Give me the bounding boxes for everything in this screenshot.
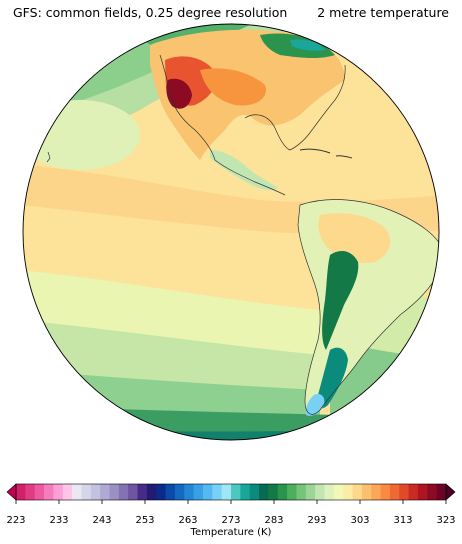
colorbar-segment: [193, 484, 204, 500]
colorbar-segment: [184, 484, 195, 500]
colorbar-segment: [240, 484, 251, 500]
colorbar-segment: [72, 484, 82, 500]
globe-outline: [22, 23, 440, 441]
colorbar-tick-label: 223: [6, 515, 26, 526]
south-america-coastline: [297, 199, 439, 415]
hawaii-coastline: [46, 151, 51, 163]
colorbar-segment: [427, 484, 438, 500]
map-title-left: GFS: common fields, 0.25 degree resoluti…: [13, 5, 288, 20]
colorbar-segment: [399, 484, 410, 500]
colorbar: [6, 483, 456, 504]
colorbar-segments: [16, 484, 447, 500]
colorbar-segment: [137, 484, 148, 500]
colorbar-segment: [333, 484, 344, 500]
colorbar-segment: [90, 484, 101, 500]
colorbar-segment: [268, 484, 279, 500]
colorbar-tick-label: 313: [393, 515, 413, 526]
amazon-warm: [318, 213, 391, 264]
colorbar-segment: [53, 484, 64, 500]
colorbar-segment: [221, 484, 232, 500]
colorbar-frame: [15, 483, 447, 501]
hudson-cold: [290, 39, 325, 51]
colorbar-segment: [44, 484, 54, 500]
colorbar-segment: [128, 484, 138, 500]
colorbar-tick-label: 263: [178, 515, 198, 526]
colorbar-segment: [371, 484, 381, 500]
globe-map: [22, 23, 440, 441]
colorbar-segment: [174, 484, 185, 500]
colorbar-tick-label: 293: [307, 515, 327, 526]
colorbar-segment: [202, 484, 213, 500]
central-us-warm: [200, 68, 266, 106]
colorbar-segment: [231, 484, 241, 500]
colorbar-segment: [146, 484, 157, 500]
colorbar-segment: [277, 484, 288, 500]
colorbar-segment: [62, 484, 73, 500]
andes-cold-strip: [322, 250, 359, 350]
colorbar-segment: [380, 484, 391, 500]
colorbar-segment: [436, 484, 447, 500]
colorbar-segment: [296, 484, 307, 500]
colorbar-segment: [389, 484, 400, 500]
colorbar-segment: [165, 484, 176, 500]
colorbar-segment: [352, 484, 363, 500]
map-title-right: 2 metre temperature: [317, 5, 449, 20]
colorbar-extend-low: [6, 483, 17, 501]
colorbar-segment: [249, 484, 260, 500]
colorbar-tick-label: 323: [436, 515, 456, 526]
colorbar-segment: [315, 484, 325, 500]
colorbar-segment: [324, 484, 335, 500]
colorbar-segment: [16, 484, 26, 500]
colorbar-segment: [25, 484, 36, 500]
colorbar-segment: [109, 484, 120, 500]
colorbar-segment: [212, 484, 223, 500]
gulf-atlantic-coastline: [244, 64, 346, 151]
antarctic-edge: [23, 430, 380, 440]
pacific-coastline-north: [159, 54, 286, 196]
colorbar-segment: [361, 484, 372, 500]
colorbar-tick-label: 253: [135, 515, 155, 526]
colorbar-segment: [118, 484, 129, 500]
colorbar-segment: [100, 484, 110, 500]
colorbar-tick-label: 303: [350, 515, 370, 526]
colorbar-tick-label: 273: [221, 515, 241, 526]
central-america-land: [210, 150, 278, 191]
colorbar-segment: [305, 484, 316, 500]
colorbar-extend-high: [445, 483, 456, 501]
patagonia-cold: [317, 347, 348, 409]
colorbar-label: Temperature (K): [190, 527, 272, 538]
colorbar-segment: [408, 484, 419, 500]
colorbar-segment: [287, 484, 297, 500]
southern-ocean-cold: [23, 405, 340, 440]
temperature-field: [23, 24, 439, 440]
coastlines: [46, 54, 439, 415]
colorbar-segment: [34, 484, 45, 500]
hispaniola-coastline: [335, 155, 353, 159]
colorbar-tick-label: 243: [92, 515, 112, 526]
colorbar-tick-label: 233: [49, 515, 69, 526]
colorbar-segment: [156, 484, 166, 500]
colorbar-segment: [81, 484, 92, 500]
colorbar-segment: [259, 484, 269, 500]
greenland-cold: [320, 24, 372, 43]
colorbar-segment: [417, 484, 428, 500]
colorbar-tick-label: 283: [264, 515, 284, 526]
pacific-cool-patch: [23, 100, 140, 170]
colorbar-ticks: [15, 500, 447, 504]
cuba-coastline: [299, 148, 331, 154]
colorbar-segment: [343, 484, 353, 500]
